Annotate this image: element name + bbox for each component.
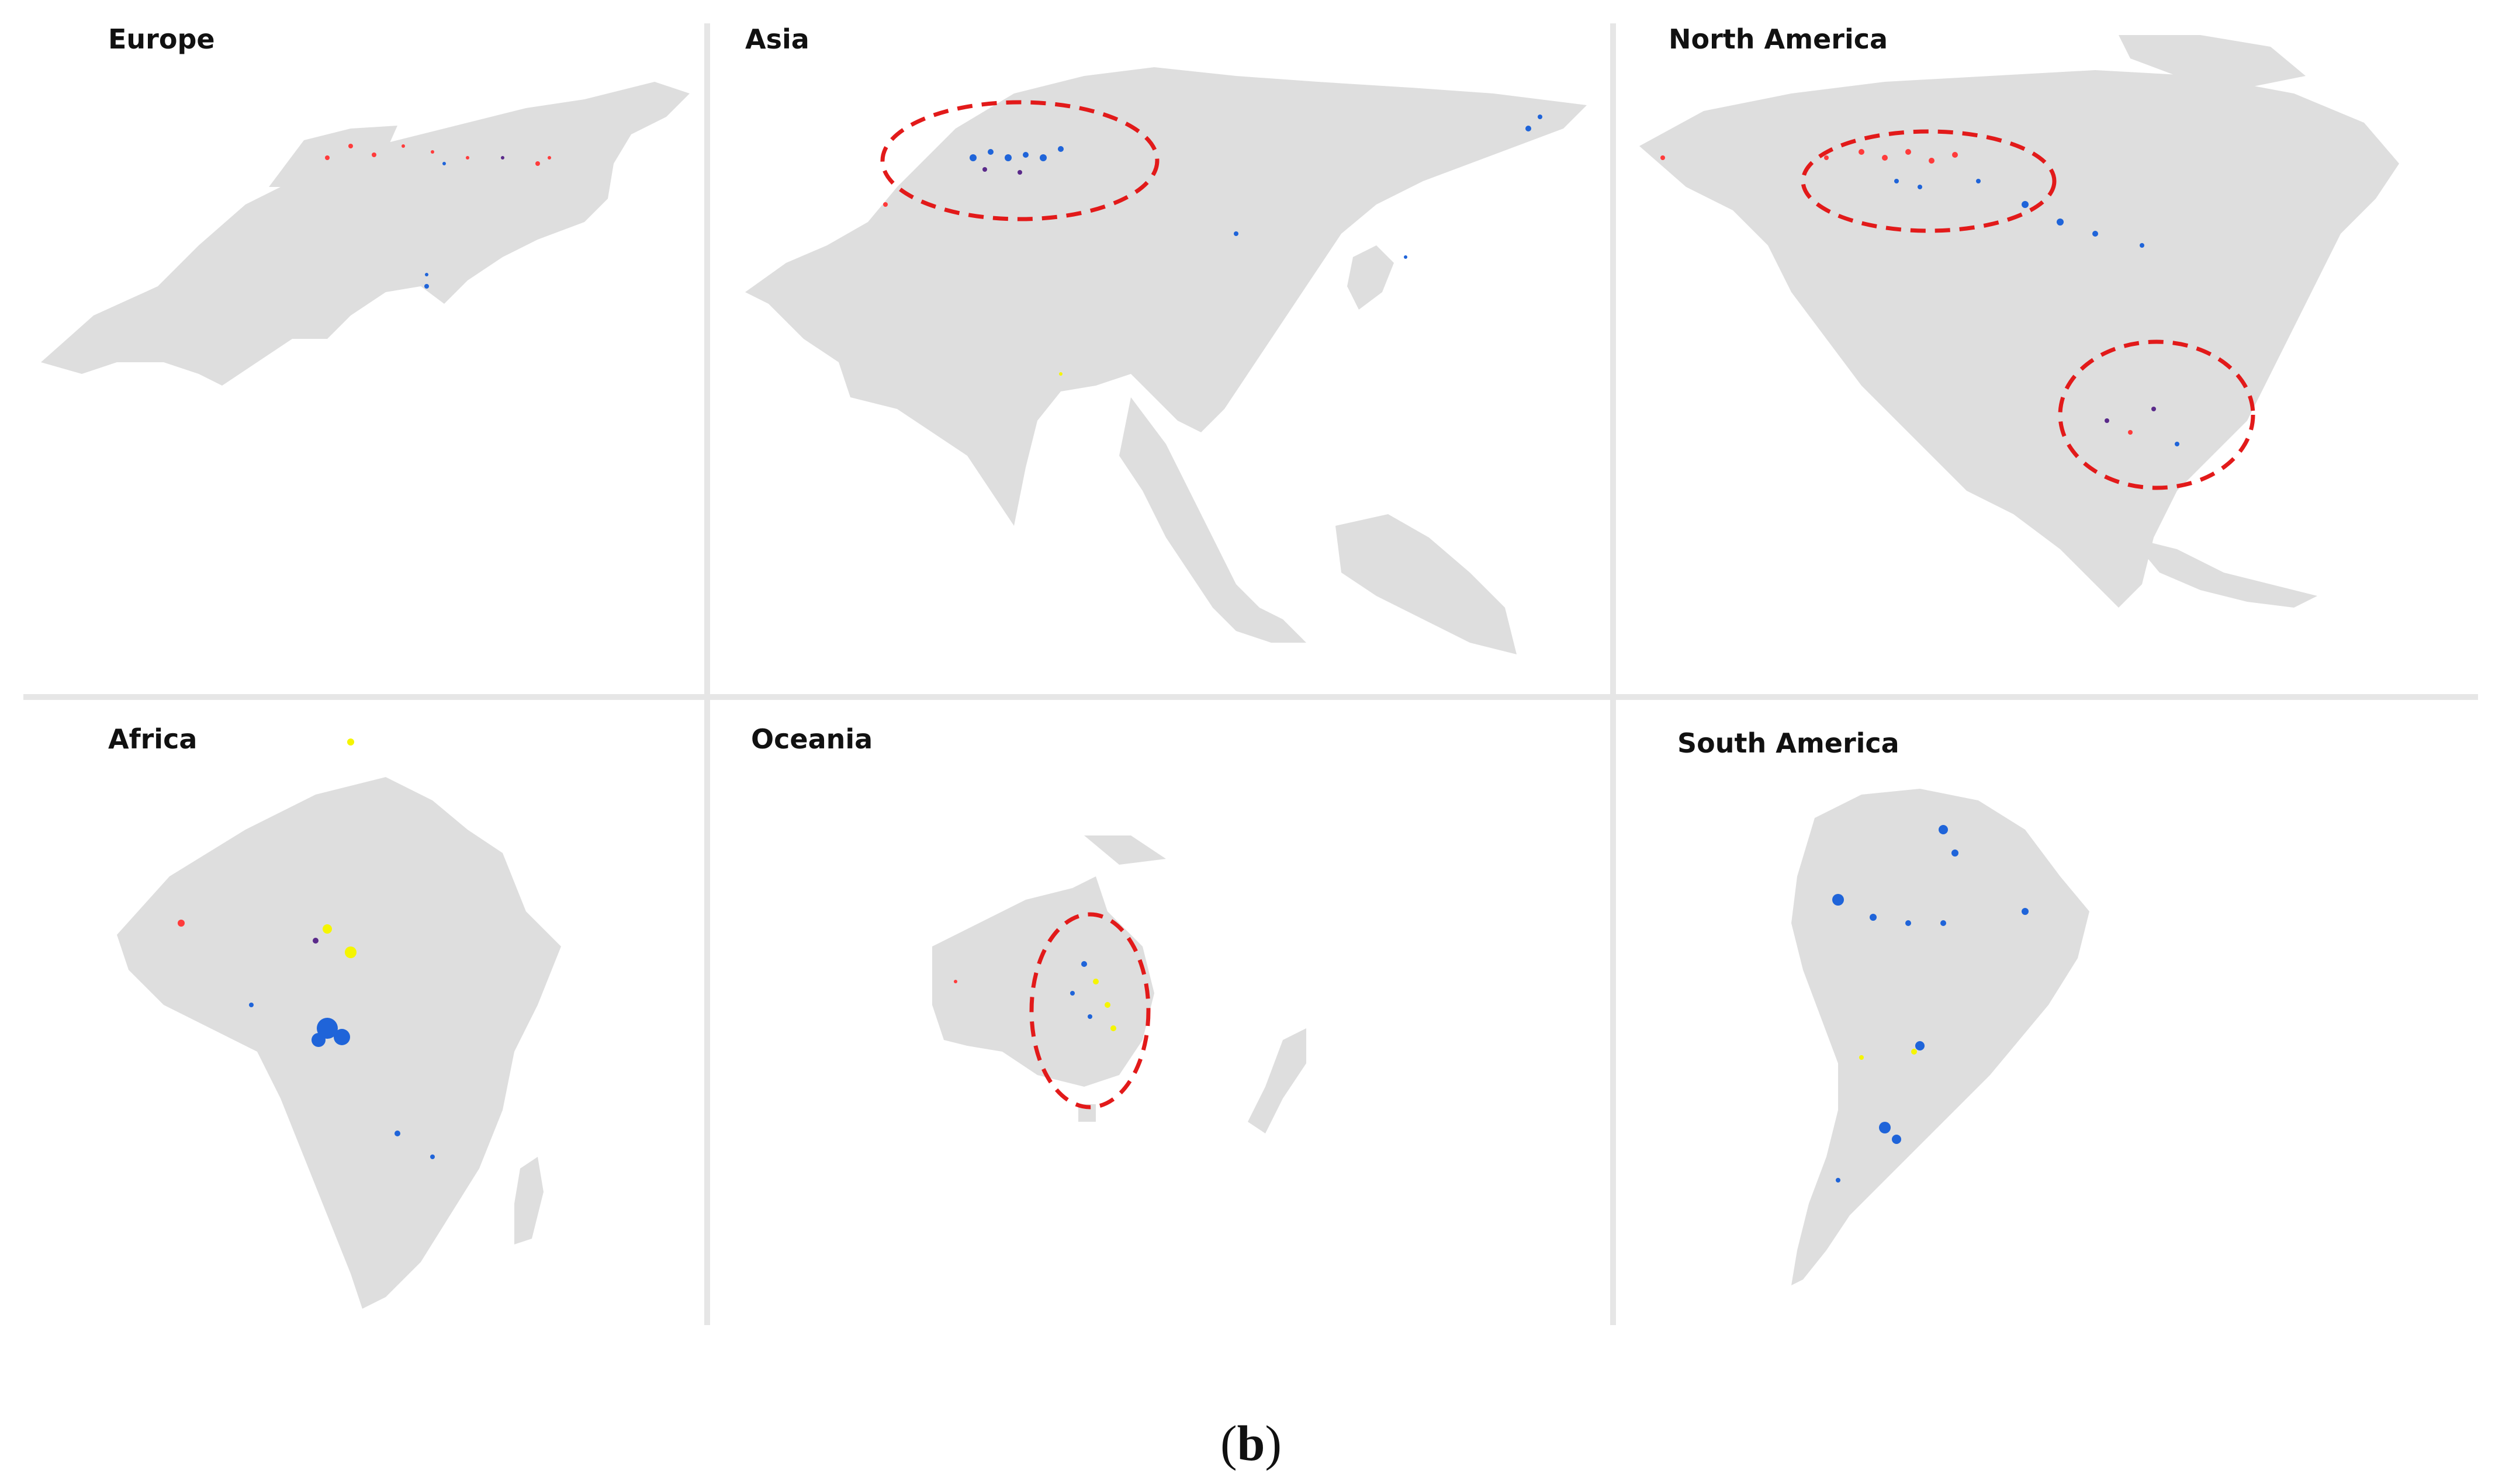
madagascar (514, 1157, 544, 1244)
new-guinea (1084, 835, 1166, 865)
caption-label: b (1237, 1415, 1265, 1471)
map-panel-africa: Africa (23, 701, 701, 1332)
africa-map (117, 738, 561, 1309)
southeast-asia (1119, 397, 1306, 643)
map-panel-asia: Asia (710, 12, 1610, 689)
africa-change-pixels (178, 738, 435, 1159)
caption-open: ( (1220, 1415, 1237, 1471)
vertical-divider-right-top (1610, 23, 1616, 694)
australia (932, 876, 1154, 1087)
vertical-divider-right-bottom (1610, 700, 1616, 1325)
north-america-change-pixels (1660, 149, 2179, 446)
north-america-highlight-ellipse-canada (1801, 129, 2057, 233)
asia-change-pixels (883, 115, 1542, 376)
europe-map (41, 82, 690, 386)
map-panel-europe: Europe (23, 12, 701, 689)
panel-title-asia: Asia (745, 23, 809, 55)
oceania-map (932, 835, 1306, 1133)
horizontal-divider (23, 694, 2478, 700)
oceania-change-pixels (954, 961, 1116, 1031)
north-america-map (1639, 35, 2399, 608)
panel-title-europe: Europe (108, 23, 215, 55)
panel-title-africa: Africa (108, 723, 198, 755)
japan-islands (1347, 245, 1394, 310)
north-america-highlight-ellipse-southeast-us (2058, 339, 2255, 490)
asia-mainland (745, 67, 1587, 526)
tasmania (1078, 1104, 1096, 1122)
asia-map (745, 67, 1587, 654)
borneo-new-guinea (1335, 514, 1517, 654)
panel-title-north-america: North America (1669, 23, 1888, 55)
vertical-divider-left-bottom (704, 700, 710, 1325)
north-america-landmass (1639, 70, 2399, 608)
map-panel-north-america: North America (1616, 12, 2493, 689)
scandinavia (269, 126, 397, 187)
caption-close: ) (1265, 1415, 1282, 1471)
south-america-change-pixels (1832, 825, 2029, 1183)
greenland-arctic (2119, 35, 2306, 88)
caribbean-central-america (2130, 538, 2317, 608)
panel-title-oceania: Oceania (751, 723, 873, 755)
south-america-landmass (1791, 789, 2089, 1285)
new-zealand (1248, 1028, 1306, 1133)
europe-change-pixels (325, 144, 551, 289)
panel-title-south-america: South America (1677, 727, 1899, 759)
vertical-divider-left-top (704, 23, 710, 694)
asia-highlight-ellipse (880, 100, 1160, 221)
map-panel-south-america: South America (1616, 701, 2493, 1332)
figure-caption: (b) (0, 1414, 2502, 1472)
map-panel-oceania: Oceania (710, 701, 1610, 1332)
oceania-highlight-ellipse (1029, 912, 1151, 1109)
south-america-map (1791, 789, 2089, 1285)
europe-landmass (41, 82, 690, 386)
